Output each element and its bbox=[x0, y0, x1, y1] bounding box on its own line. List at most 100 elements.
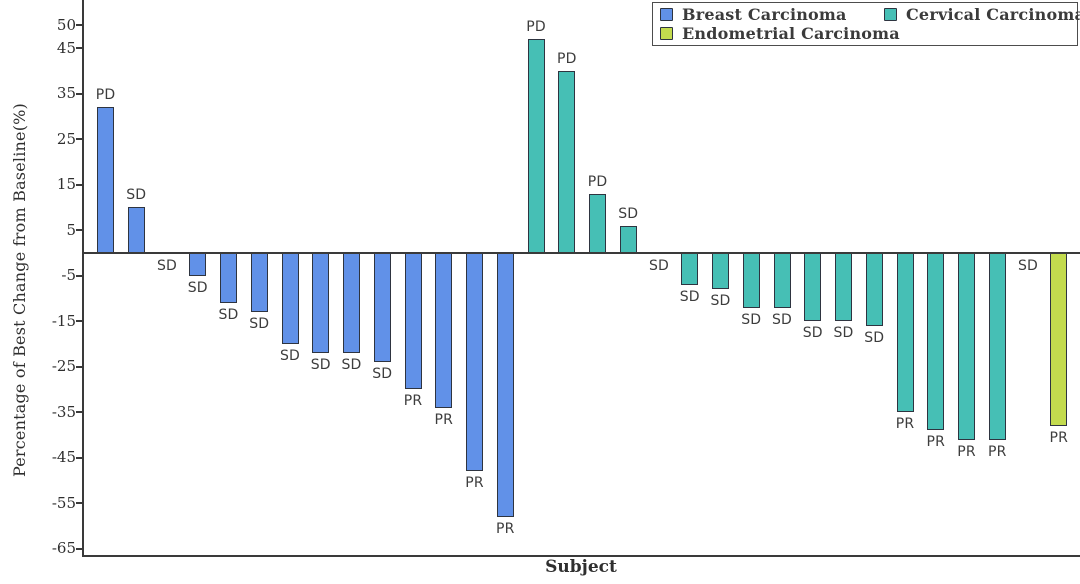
bar-response-label-subject-2: SD bbox=[126, 187, 147, 204]
x-axis-title: Subject bbox=[545, 557, 617, 577]
y-tick-label--15: -15 bbox=[51, 311, 76, 330]
y-tick-mark-5 bbox=[75, 229, 83, 232]
legend-label-breast: Breast Carcinoma bbox=[682, 5, 847, 24]
bar-response-label-subject-30: PR bbox=[987, 443, 1007, 460]
bar-response-label-subject-16: PD bbox=[556, 50, 577, 67]
bar-response-label-subject-5: SD bbox=[218, 307, 239, 324]
bar-response-label-subject-25: SD bbox=[833, 325, 854, 342]
bar-subject-5 bbox=[220, 252, 237, 304]
bar-subject-29 bbox=[958, 252, 975, 440]
bar-response-label-subject-31: SD bbox=[1017, 257, 1039, 274]
bar-response-label-subject-23: SD bbox=[771, 311, 793, 328]
bar-response-label-subject-10: SD bbox=[372, 366, 393, 383]
bar-subject-26 bbox=[865, 252, 883, 326]
bar-response-label-subject-9: SD bbox=[341, 357, 362, 374]
bar-subject-16 bbox=[558, 70, 576, 253]
legend-item-cervical: Cervical Carcinoma bbox=[884, 5, 1080, 24]
y-tick-label--5: -5 bbox=[61, 266, 76, 285]
bar-subject-4 bbox=[189, 252, 207, 276]
bar-response-label-subject-22: SD bbox=[741, 311, 762, 328]
bar-response-label-subject-13: PR bbox=[465, 475, 484, 492]
bar-subject-14 bbox=[496, 252, 514, 517]
bar-subject-28 bbox=[927, 252, 945, 431]
y-tick-label--45: -45 bbox=[51, 448, 76, 467]
y-tick-mark--45 bbox=[75, 456, 83, 459]
bar-subject-22 bbox=[742, 252, 760, 308]
bar-subject-20 bbox=[681, 252, 699, 285]
bar-response-label-subject-17: PD bbox=[587, 173, 608, 190]
zero-baseline bbox=[83, 252, 1080, 254]
bar-response-label-subject-28: PR bbox=[926, 434, 946, 451]
y-tick-label-50: 50 bbox=[56, 15, 76, 34]
y-tick-mark--65 bbox=[75, 547, 83, 550]
y-tick-mark--15 bbox=[75, 320, 83, 323]
y-tick-mark-45 bbox=[75, 47, 83, 50]
bar-response-label-subject-18: SD bbox=[618, 205, 639, 222]
bar-subject-2 bbox=[127, 207, 145, 253]
bar-subject-21 bbox=[712, 252, 729, 290]
bar-response-label-subject-32: PR bbox=[1049, 429, 1069, 446]
cervical-color-swatch-icon bbox=[884, 8, 897, 21]
y-tick-mark-50 bbox=[75, 24, 83, 27]
legend: Breast Carcinoma Cervical Carcinoma Endo… bbox=[652, 2, 1080, 46]
y-tick-mark--25 bbox=[75, 365, 83, 368]
bar-response-label-subject-11: PR bbox=[403, 393, 423, 410]
bar-response-label-subject-8: SD bbox=[310, 357, 331, 374]
y-tick-label--25: -25 bbox=[51, 357, 76, 376]
y-tick-label-15: 15 bbox=[56, 175, 76, 194]
legend-label-cervical: Cervical Carcinoma bbox=[906, 5, 1080, 24]
bar-subject-1 bbox=[97, 107, 114, 253]
bar-response-label-subject-15: PD bbox=[526, 19, 546, 36]
y-tick-mark--55 bbox=[75, 502, 83, 505]
y-tick-mark--5 bbox=[75, 274, 83, 277]
bar-subject-25 bbox=[835, 252, 852, 322]
y-tick-mark-35 bbox=[75, 92, 83, 95]
y-tick-label-45: 45 bbox=[56, 38, 76, 57]
bar-response-label-subject-4: SD bbox=[187, 279, 208, 296]
legend-label-endometrial: Endometrial Carcinoma bbox=[682, 24, 900, 43]
bar-subject-15 bbox=[527, 39, 545, 253]
bar-subject-7 bbox=[281, 252, 299, 344]
bar-subject-24 bbox=[804, 252, 822, 322]
bar-response-label-subject-14: PR bbox=[495, 520, 515, 537]
y-tick-label-25: 25 bbox=[56, 129, 76, 148]
legend-item-endometrial: Endometrial Carcinoma bbox=[660, 24, 900, 43]
bar-subject-11 bbox=[404, 252, 422, 390]
bar-subject-23 bbox=[773, 252, 791, 308]
bar-response-label-subject-20: SD bbox=[679, 288, 700, 305]
y-tick-label--35: -35 bbox=[51, 402, 76, 421]
bar-response-label-subject-21: SD bbox=[710, 293, 731, 310]
y-tick-mark--35 bbox=[75, 411, 83, 414]
bar-subject-6 bbox=[250, 252, 268, 313]
bar-response-label-subject-3: SD bbox=[156, 257, 178, 274]
bar-subject-18 bbox=[619, 225, 637, 253]
bar-response-label-subject-29: PR bbox=[957, 443, 976, 460]
bar-subject-8 bbox=[312, 252, 330, 354]
bar-response-label-subject-24: SD bbox=[802, 325, 823, 342]
y-axis-title: Percentage of Best Change from Baseline(… bbox=[10, 103, 29, 477]
endometrial-color-swatch-icon bbox=[660, 27, 673, 40]
x-axis-line bbox=[82, 555, 1080, 557]
bar-subject-30 bbox=[988, 252, 1006, 440]
bar-response-label-subject-6: SD bbox=[249, 316, 270, 333]
bar-response-label-subject-19: SD bbox=[648, 257, 670, 274]
legend-item-breast: Breast Carcinoma bbox=[660, 5, 884, 24]
bar-response-label-subject-1: PD bbox=[95, 87, 116, 104]
y-tick-mark-15 bbox=[75, 183, 83, 186]
bar-subject-13 bbox=[466, 252, 483, 472]
bar-subject-27 bbox=[896, 252, 914, 413]
bar-subject-32 bbox=[1050, 252, 1068, 426]
y-tick-mark-25 bbox=[75, 138, 83, 141]
bar-response-label-subject-27: PR bbox=[895, 416, 915, 433]
bar-response-label-subject-7: SD bbox=[279, 347, 301, 364]
bar-subject-17 bbox=[589, 193, 606, 253]
y-axis-line bbox=[82, 0, 84, 557]
bar-subject-12 bbox=[435, 252, 453, 408]
y-tick-label--65: -65 bbox=[51, 539, 76, 558]
y-tick-label-5: 5 bbox=[66, 220, 76, 239]
bar-response-label-subject-26: SD bbox=[864, 329, 885, 346]
y-tick-label-35: 35 bbox=[56, 84, 76, 103]
breast-color-swatch-icon bbox=[660, 8, 673, 21]
bar-subject-10 bbox=[373, 252, 391, 363]
